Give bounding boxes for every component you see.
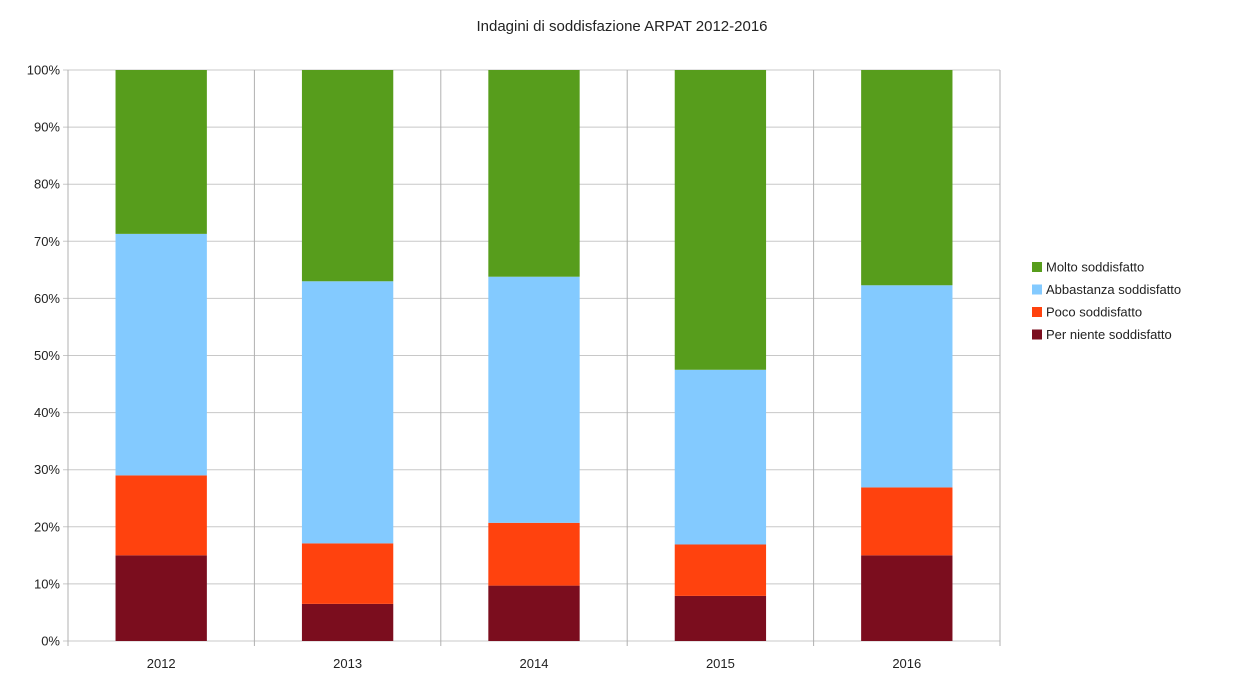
- y-axis-ticks: 0% 10% 20% 30% 40% 50% 60% 70% 80% 90% 100%: [27, 63, 61, 649]
- bar-segment: [488, 70, 580, 277]
- bar-segment: [115, 555, 207, 641]
- y-tick-label: 20%: [34, 519, 60, 534]
- bar-segment: [861, 70, 953, 286]
- bar-segment: [674, 369, 767, 545]
- y-tick-label: 90%: [34, 120, 60, 135]
- bar-segment: [301, 543, 394, 604]
- bar-segment: [301, 70, 394, 282]
- legend-label: Abbastanza soddisfatto: [1046, 282, 1181, 297]
- legend: Molto soddisfatto Abbastanza soddisfatto P…: [1032, 260, 1181, 342]
- bar-segment: [301, 603, 394, 641]
- bar-segment: [115, 233, 207, 476]
- legend-swatch: [1032, 307, 1042, 317]
- legend-swatch: [1032, 284, 1042, 295]
- x-tick-label: 2013: [333, 656, 362, 671]
- x-tick-label: 2012: [147, 656, 176, 671]
- y-tick-label: 0%: [41, 634, 60, 649]
- bar-segment: [488, 522, 580, 586]
- legend-label: Molto soddisfatto: [1046, 260, 1144, 275]
- y-tick-label: 50%: [34, 348, 60, 363]
- bar-segment: [861, 487, 953, 556]
- y-tick-label: 100%: [27, 63, 61, 78]
- bar-segment: [488, 585, 580, 641]
- bar-segment: [861, 285, 953, 488]
- y-tick-label: 30%: [34, 462, 60, 477]
- bar-segment: [488, 276, 580, 523]
- chart-title: Indagini di soddisfazione ARPAT 2012-201…: [476, 18, 767, 35]
- y-tick-label: 80%: [34, 177, 60, 192]
- bar-segment: [301, 281, 394, 544]
- bar-segment: [674, 70, 767, 370]
- y-tick-label: 40%: [34, 405, 60, 420]
- bars: [115, 70, 953, 641]
- legend-label: Per niente soddisfatto: [1046, 327, 1172, 342]
- legend-label: Poco soddisfatto: [1046, 305, 1142, 320]
- y-tick-label: 10%: [34, 576, 60, 591]
- x-tick-label: 2015: [706, 656, 735, 671]
- x-tick-label: 2014: [520, 656, 549, 671]
- bar-segment: [115, 70, 207, 234]
- x-axis-ticks: 2012 2013 2014 2015 2016: [147, 656, 922, 671]
- bar-segment: [115, 475, 207, 556]
- bar-segment: [861, 555, 953, 641]
- y-tick-label: 70%: [34, 234, 60, 249]
- bar-segment: [674, 544, 767, 596]
- bar-segment: [674, 595, 767, 641]
- x-tick-label: 2016: [892, 656, 921, 671]
- y-tick-label: 60%: [34, 291, 60, 306]
- legend-swatch: [1032, 329, 1042, 340]
- legend-swatch: [1032, 262, 1042, 272]
